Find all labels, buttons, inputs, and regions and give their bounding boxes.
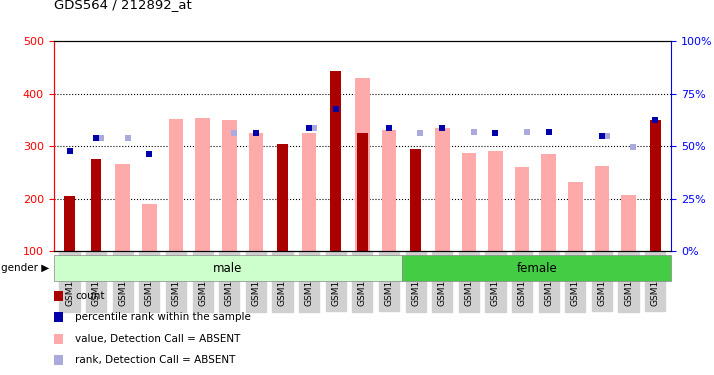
Bar: [435, 128, 450, 251]
Text: GDS564 / 212892_at: GDS564 / 212892_at: [54, 0, 191, 11]
Bar: [515, 167, 529, 251]
Text: value, Detection Call = ABSENT: value, Detection Call = ABSENT: [75, 334, 241, 344]
Bar: [277, 144, 288, 251]
Bar: [169, 119, 183, 251]
Text: percentile rank within the sample: percentile rank within the sample: [75, 312, 251, 322]
Bar: [248, 133, 263, 251]
Bar: [595, 166, 609, 251]
Bar: [402, 255, 671, 281]
Text: gender ▶: gender ▶: [1, 263, 49, 273]
Bar: [196, 118, 210, 251]
Bar: [64, 196, 75, 251]
Bar: [54, 255, 402, 281]
Bar: [116, 164, 130, 251]
Bar: [461, 153, 476, 251]
Bar: [568, 182, 583, 251]
Bar: [222, 120, 236, 251]
Bar: [357, 133, 368, 251]
Bar: [382, 130, 396, 251]
Text: rank, Detection Call = ABSENT: rank, Detection Call = ABSENT: [75, 356, 236, 366]
Bar: [488, 152, 503, 251]
Text: count: count: [75, 291, 105, 301]
Bar: [411, 149, 421, 251]
Bar: [142, 204, 156, 251]
Bar: [355, 78, 370, 251]
Text: female: female: [516, 262, 557, 274]
Bar: [650, 120, 660, 251]
Bar: [621, 195, 636, 251]
Text: male: male: [213, 262, 243, 274]
Bar: [331, 71, 341, 251]
Bar: [91, 159, 101, 251]
Bar: [541, 154, 556, 251]
Bar: [302, 133, 316, 251]
